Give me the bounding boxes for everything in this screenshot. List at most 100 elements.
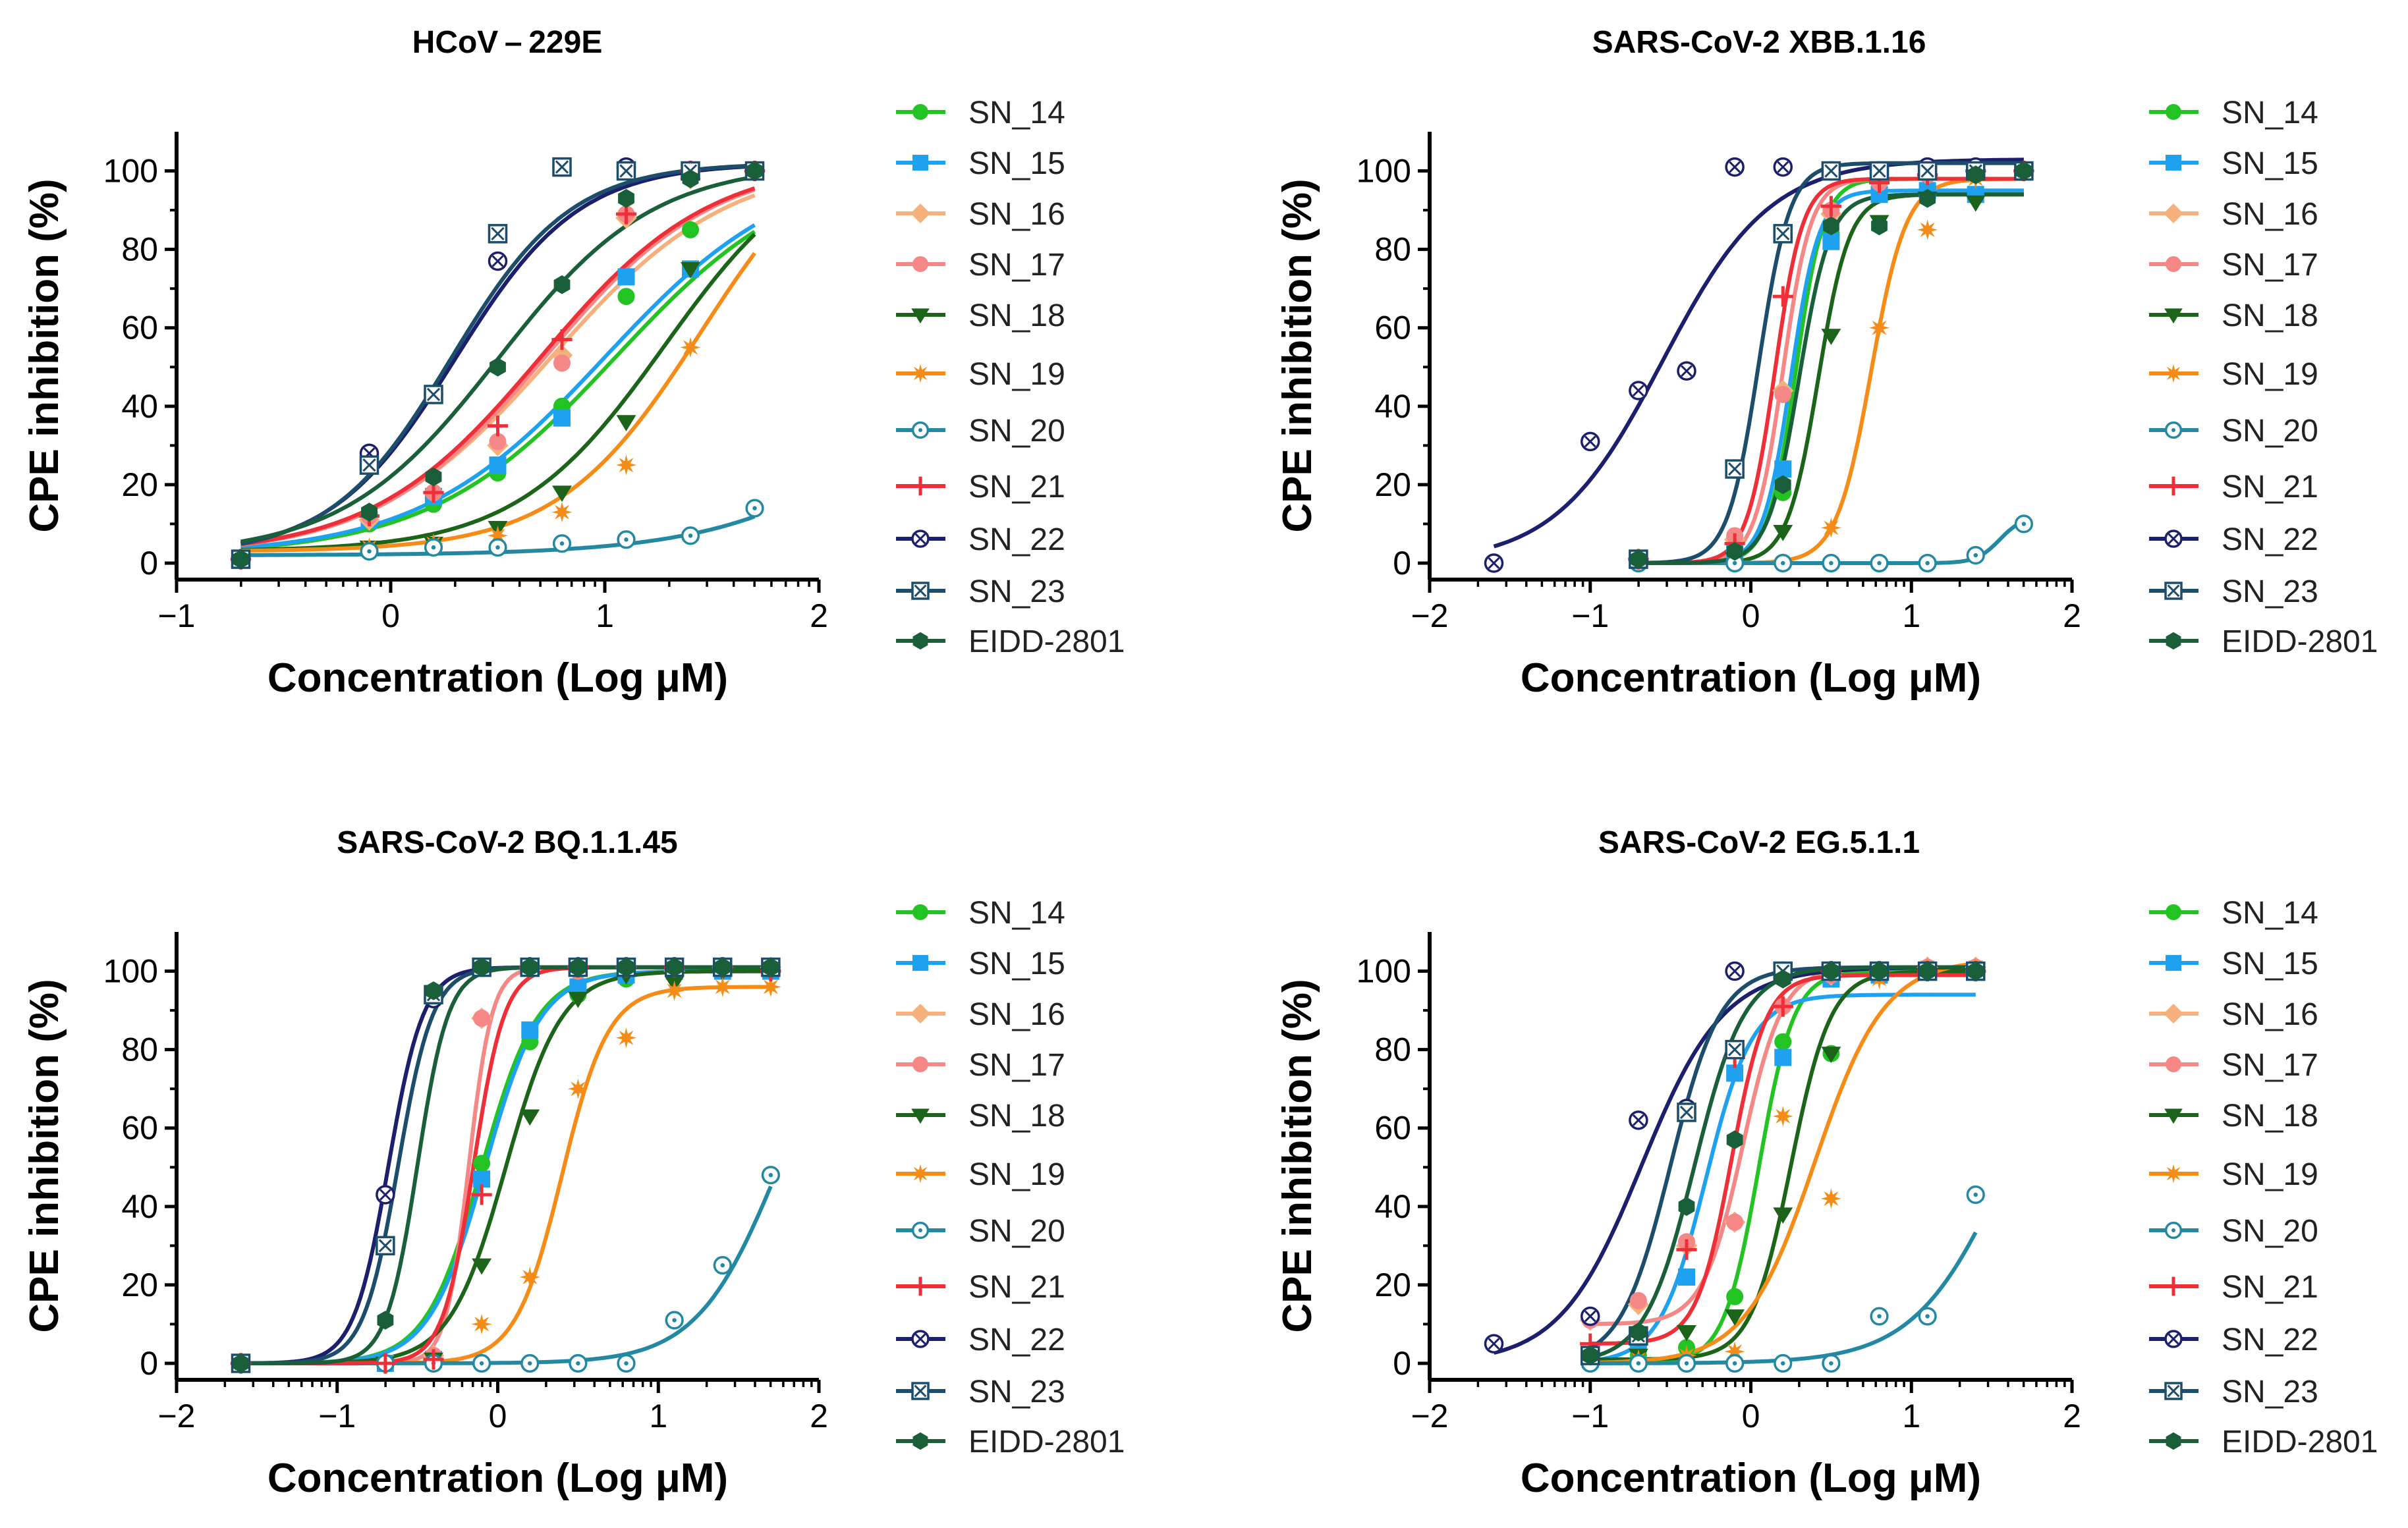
y-tick-label: 60	[1374, 1110, 1411, 1147]
data-point-cross	[362, 458, 376, 472]
data-point	[1823, 962, 1839, 981]
legend-marker	[2164, 1108, 2183, 1124]
x-tick-label: 2	[2063, 597, 2081, 634]
data-point	[1871, 216, 1888, 236]
data-point-dot	[2021, 522, 2027, 526]
data-point-shape	[1678, 1197, 1695, 1216]
data-point-cross	[1824, 164, 1838, 178]
legend-marker-shape	[2164, 1164, 2183, 1184]
fit-curve-sn_18	[240, 232, 756, 552]
data-point-shape	[616, 415, 636, 431]
legend-item-sn_19: SN_19	[2149, 357, 2318, 392]
data-point	[1630, 1323, 1647, 1342]
data-point-shape	[1967, 165, 1984, 184]
data-point	[1677, 1324, 1696, 1342]
data-point-shape	[1677, 1324, 1696, 1342]
data-point-shape	[746, 161, 763, 180]
data-point-shape	[473, 958, 490, 977]
legend-marker-shape	[910, 204, 930, 223]
legend-marker-shape	[910, 1164, 930, 1184]
data-point	[1678, 1269, 1695, 1286]
legend-item-sn_22: SN_22	[2149, 1323, 2318, 1357]
x-tick-label: −2	[157, 1398, 195, 1434]
y-tick-label: 100	[1357, 953, 1411, 990]
data-point	[519, 1267, 540, 1288]
data-point-shape	[617, 288, 635, 306]
data-point	[616, 415, 636, 431]
data-point	[666, 958, 683, 977]
data-point	[488, 538, 507, 557]
x-tick-label: −1	[318, 1398, 356, 1434]
data-point	[1774, 1353, 1793, 1373]
data-point	[1772, 996, 1793, 1017]
legend-label: SN_22	[2222, 1323, 2318, 1357]
data-point-cross	[1488, 1338, 1500, 1350]
y-tick-label: 80	[121, 1031, 158, 1068]
data-point	[617, 530, 636, 549]
legend-label: SN_23	[2222, 574, 2318, 609]
legend-marker	[2164, 1330, 2183, 1348]
series-eidd-2801	[1590, 965, 1976, 1359]
plot-area	[230, 956, 782, 1375]
data-point-dot	[768, 1172, 773, 1178]
data-point	[1822, 232, 1840, 250]
data-point	[1726, 541, 1743, 561]
legend-item-sn_18: SN_18	[2149, 298, 2318, 333]
series-sn_21	[1590, 973, 1976, 1346]
legend-marker	[2164, 476, 2183, 496]
data-point	[1725, 1309, 1745, 1326]
data-point	[682, 169, 699, 188]
data-point-cross	[1633, 1114, 1644, 1126]
data-point-shape	[1726, 1213, 1744, 1231]
data-point	[682, 221, 699, 238]
legend-item-sn_17: SN_17	[896, 248, 1065, 283]
legend-marker-shape	[2164, 204, 2183, 223]
data-point	[713, 1256, 732, 1275]
legend-label: SN_19	[2222, 357, 2318, 392]
data-point	[375, 1353, 396, 1374]
fit-curve-sn_23	[1589, 965, 1976, 1350]
data-point	[1821, 161, 1841, 181]
data-point	[489, 456, 507, 474]
legend-marker	[2166, 1432, 2181, 1450]
data-point	[1820, 196, 1841, 217]
data-point	[1823, 216, 1839, 236]
legend-marker-cross	[914, 533, 926, 545]
legend-item-sn_22: SN_22	[896, 522, 1065, 557]
legend-marker	[912, 256, 928, 272]
data-point	[472, 1353, 491, 1373]
x-axis-label: Concentration (Log μM)	[267, 1456, 728, 1501]
data-point	[1966, 1185, 1985, 1205]
plot-area	[1484, 956, 1986, 1373]
chart-title: SARS-CoV-2 EG.5.1.1	[1598, 825, 1920, 860]
data-point	[1868, 317, 1890, 339]
data-point	[570, 958, 586, 977]
legend-marker-shape	[2164, 476, 2183, 496]
data-point-dot	[1829, 1361, 1834, 1366]
y-tick-label: 0	[1393, 545, 1411, 582]
legend-label: SN_22	[2222, 522, 2318, 557]
data-point-shape	[1823, 216, 1839, 236]
data-point-shape	[680, 337, 701, 358]
data-point-shape	[1774, 969, 1791, 989]
data-point-dot	[688, 533, 693, 538]
legend-marker	[2164, 582, 2183, 600]
series-sn_23	[1589, 965, 1976, 1350]
data-point-shape	[553, 409, 571, 427]
data-point	[1630, 549, 1647, 569]
legend-label: SN_21	[2222, 1270, 2318, 1305]
legend-marker-dot	[918, 428, 922, 432]
points-eidd-2801	[233, 161, 763, 569]
series-sn_18	[240, 969, 771, 1365]
data-point-cross	[1633, 385, 1644, 396]
data-point	[1965, 195, 1986, 212]
data-point	[553, 275, 571, 294]
data-point-shape	[377, 1311, 394, 1330]
legend-item-sn_16: SN_16	[2149, 197, 2318, 232]
fit-curve-sn_18	[1590, 969, 1976, 1361]
data-point-shape	[1726, 541, 1743, 561]
data-point-shape	[423, 1349, 444, 1370]
legend-marker	[912, 632, 928, 650]
legend-marker-shape	[912, 632, 928, 650]
y-axis-label: CPE inhibition (%)	[22, 979, 67, 1332]
